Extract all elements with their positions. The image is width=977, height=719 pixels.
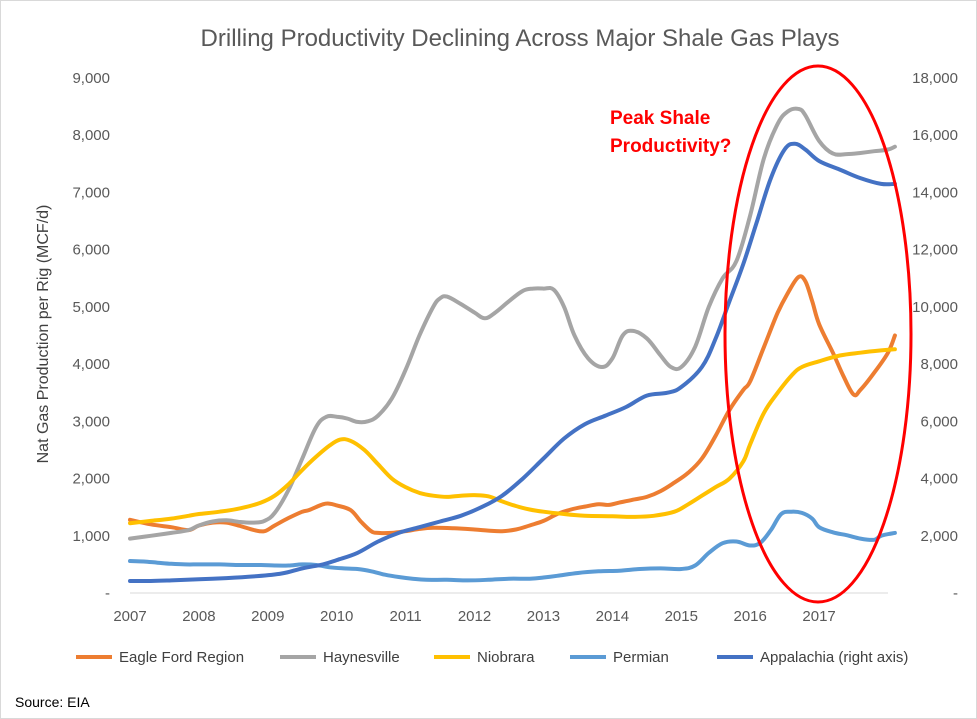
x-tick-label: 2016 [733,608,766,625]
legend-label-eagle-ford-region: Eagle Ford Region [119,649,244,666]
legend: Eagle Ford Region Haynesville Niobrara Perm… [76,649,908,666]
x-tick-label: 2010 [320,608,353,625]
x-tick-label: 2015 [665,608,698,625]
left-tick-label: 5,000 [72,299,110,316]
right-tick-label: 12,000 [912,242,958,259]
annotation-line-2: Productivity? [610,136,731,157]
right-tick-label: 6,000 [920,413,958,430]
x-tick-label: 2012 [458,608,491,625]
legend-label-niobrara: Niobrara [477,649,535,666]
left-tick-label: 2,000 [72,471,110,488]
x-tick-label: 2013 [527,608,560,625]
right-tick-label: 4,000 [920,471,958,488]
legend-label-haynesville: Haynesville [323,649,400,666]
right-tick-label: 2,000 [920,528,958,545]
y-axis-label: Nat Gas Production per Rig (MCF/d) [35,205,52,464]
legend-label-permian: Permian [613,649,669,666]
right-tick-label: - [953,585,958,602]
right-tick-label: 18,000 [912,70,958,87]
series-line-haynesville [128,106,897,541]
right-tick-label: 14,000 [912,184,958,201]
series-line-permian [128,509,897,583]
left-tick-label: 7,000 [72,184,110,201]
annotation-line-1: Peak Shale [610,108,710,129]
left-axis-ticks: - 1,000 2,000 3,000 4,000 5,000 6,000 7,000 8,00… [72,70,110,602]
left-tick-label: 1,000 [72,528,110,545]
series-line-appalachia-right-axis [128,141,897,584]
series-line-niobrara [128,347,897,526]
legend-label-appalachia-right-axis: Appalachia (right axis) [760,649,908,666]
series-lines [128,106,897,584]
x-tick-label: 2009 [251,608,284,625]
right-tick-label: 16,000 [912,127,958,144]
left-tick-label: 3,000 [72,413,110,430]
chart-title: Drilling Productivity Declining Across M… [201,25,840,52]
x-axis-ticks: 2007 2008 2009 2010 2011 2012 2013 2014 2015 2016… [113,608,835,625]
series-line-eagle-ford-region [128,274,897,536]
right-tick-label: 10,000 [912,299,958,316]
peak-annotation-ellipse [723,64,913,604]
x-tick-label: 2007 [113,608,146,625]
left-tick-label: 8,000 [72,127,110,144]
x-tick-label: 2011 [390,608,422,625]
left-tick-label: - [105,585,110,602]
source-note: Source: EIA [15,694,90,710]
left-tick-label: 4,000 [72,356,110,373]
x-tick-label: 2008 [182,608,215,625]
left-tick-label: 6,000 [72,242,110,259]
right-tick-label: 8,000 [920,356,958,373]
x-tick-label: 2017 [802,608,835,625]
right-axis-ticks: - 2,000 4,000 6,000 8,000 10,000 12,000 14,000 1… [912,70,958,602]
x-tick-label: 2014 [596,608,629,625]
left-tick-label: 9,000 [72,70,110,87]
